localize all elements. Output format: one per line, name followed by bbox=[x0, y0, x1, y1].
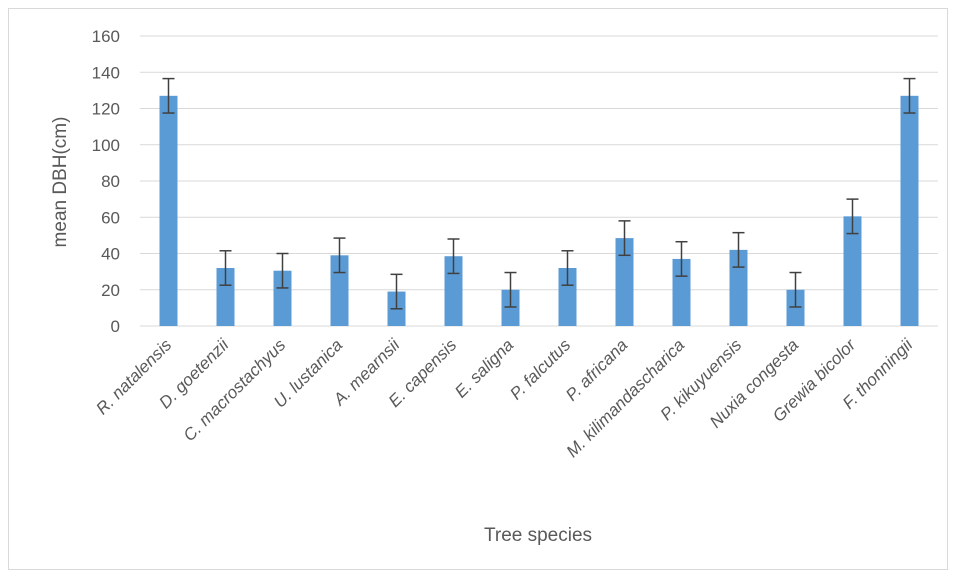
y-axis-title: mean DBH(cm) bbox=[50, 117, 71, 248]
bar bbox=[786, 289, 805, 326]
y-tick-label: 100 bbox=[92, 136, 120, 155]
gridlines bbox=[140, 35, 938, 327]
bar bbox=[729, 249, 748, 326]
bar bbox=[615, 238, 634, 326]
x-axis-title: Tree species bbox=[484, 525, 592, 546]
x-tick-label: C. macrostachyus bbox=[180, 335, 290, 445]
y-tick-label: 40 bbox=[101, 245, 120, 264]
error-bar bbox=[219, 250, 232, 286]
error-bar bbox=[162, 77, 175, 114]
error-bars bbox=[162, 77, 916, 310]
bars bbox=[159, 95, 919, 326]
error-bar bbox=[903, 77, 916, 114]
y-tick-label: 20 bbox=[101, 281, 120, 300]
bar bbox=[843, 216, 862, 326]
bar bbox=[159, 95, 178, 326]
bar bbox=[558, 268, 577, 326]
y-tick-label: 80 bbox=[101, 172, 120, 191]
y-axis-ticks: 0 20 40 60 80 100 120 140 160 bbox=[92, 27, 120, 336]
bar bbox=[900, 95, 919, 326]
error-bar bbox=[447, 238, 460, 275]
error-bar bbox=[789, 271, 802, 308]
bar bbox=[501, 289, 520, 326]
error-bar bbox=[390, 273, 403, 310]
bar bbox=[216, 268, 235, 326]
y-tick-label: 60 bbox=[101, 208, 120, 227]
error-bar bbox=[675, 240, 688, 277]
error-bar bbox=[846, 198, 859, 235]
y-tick-label: 0 bbox=[111, 317, 120, 336]
error-bar bbox=[618, 220, 631, 257]
bar bbox=[273, 270, 292, 326]
error-bar bbox=[561, 250, 574, 286]
error-bar bbox=[276, 252, 289, 289]
error-bar bbox=[333, 237, 346, 274]
y-tick-label: 160 bbox=[92, 27, 120, 46]
error-bar bbox=[504, 271, 517, 308]
error-bar bbox=[732, 231, 745, 268]
y-tick-label: 120 bbox=[92, 100, 120, 119]
y-tick-label: 140 bbox=[92, 63, 120, 82]
